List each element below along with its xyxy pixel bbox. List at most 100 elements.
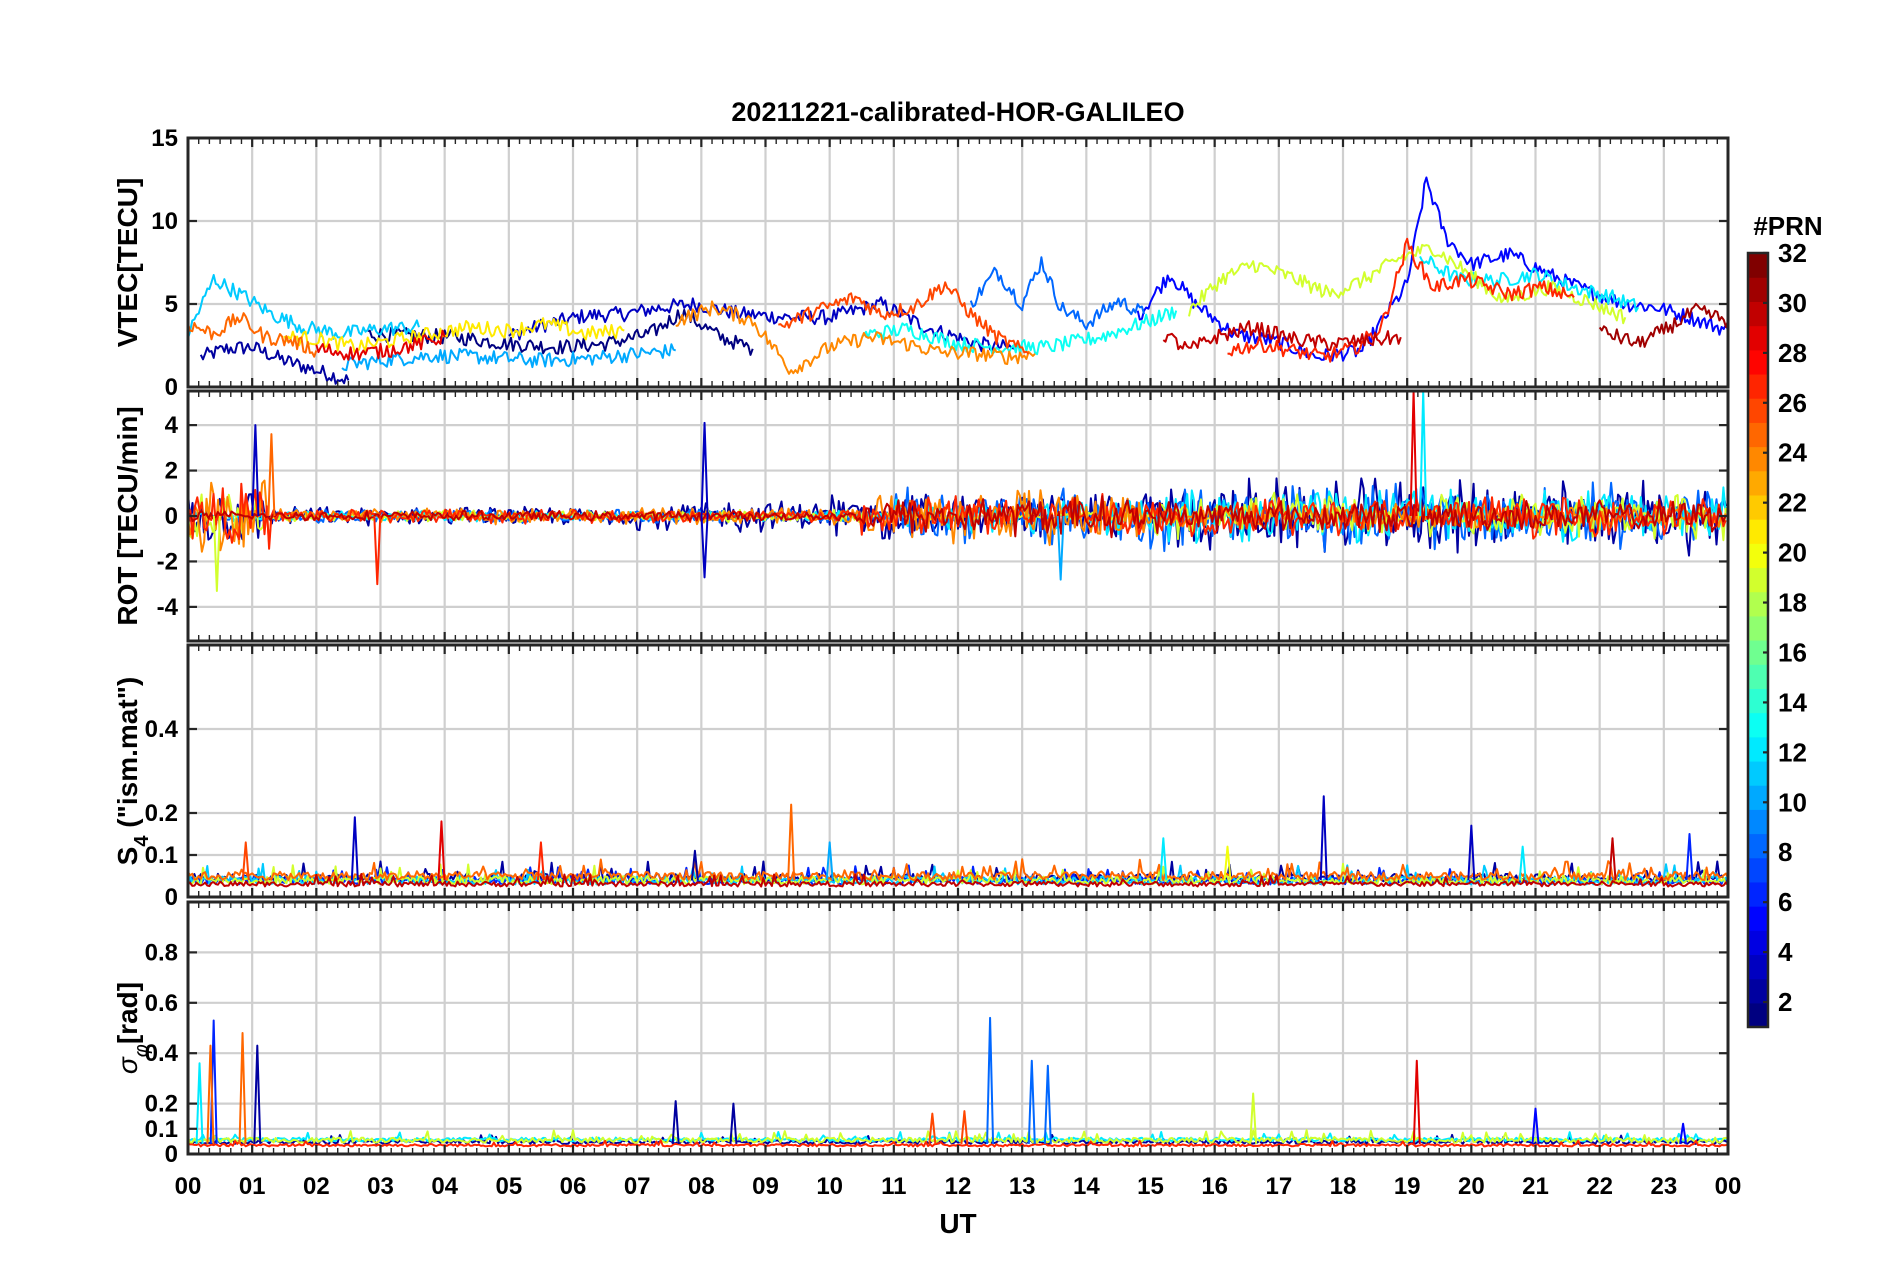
colorbar-segment <box>1748 253 1768 278</box>
s4-spike-prn-12 <box>1518 845 1527 881</box>
chart-title: 20211221-calibrated-HOR-GALILEO <box>731 97 1184 127</box>
sigma_phi-spike-prn-26 <box>960 1110 969 1145</box>
vtec-trace-prn-26 <box>778 281 1030 355</box>
colorbar-segment <box>1748 736 1768 762</box>
rot-trace-prn-27 <box>188 482 1727 550</box>
colorbar-segment <box>1748 785 1768 810</box>
panel-rot: -4 -2 0 2 4 ROT [TECU/min] <box>112 389 1730 643</box>
colorbar-segment <box>1748 640 1768 665</box>
sigma_phi-spike-prn-19 <box>1249 1092 1258 1144</box>
vtec-trace-prn-12 <box>1419 255 1640 313</box>
colorbar-segment <box>1748 954 1768 980</box>
colorbar-tick-label: 28 <box>1778 338 1807 368</box>
sigma_phi-trace-prn-19 <box>188 1129 1728 1144</box>
x-tick-label: 23 <box>1650 1173 1677 1200</box>
y-tick-label: 0.4 <box>145 1040 179 1067</box>
colorbar-tick-label: 4 <box>1778 937 1793 967</box>
vtec-trace-prn-27 <box>1227 237 1575 363</box>
vtec-trace-prn-13 <box>861 306 1178 356</box>
x-tick-label: 12 <box>945 1173 972 1200</box>
x-tick-label: 05 <box>495 1173 522 1200</box>
colorbar-segment <box>1748 398 1768 423</box>
x-tick-label: 14 <box>1073 1173 1100 1200</box>
colorbar-segment <box>1748 543 1768 569</box>
y-tick-label: 0 <box>165 884 178 911</box>
sigma_phi-spike-prn-26 <box>928 1112 937 1145</box>
panel-s4: 0 0.1 0.2 0.4S4 ("ism.mat") <box>112 643 1730 911</box>
s4-spike-prn-3 <box>1467 824 1476 881</box>
x-tick-label: 20 <box>1458 1173 1485 1200</box>
rot-spike-prn-25 <box>267 433 276 517</box>
y-axis-label-rot: ROT [TECU/min] <box>112 406 143 625</box>
colorbar-tick-label: 20 <box>1778 538 1807 568</box>
traces-vtec <box>188 176 1728 385</box>
sigma_phi-spike-prn-5 <box>1531 1107 1540 1145</box>
vtec-trace-prn-31 <box>1598 302 1728 348</box>
y-tick-label: 0.1 <box>145 1116 178 1143</box>
x-tick-label: 15 <box>1137 1173 1164 1200</box>
s4-spike-prn-6 <box>1685 833 1694 881</box>
s4-spike-prn-26 <box>241 841 250 881</box>
x-tick-label: 08 <box>688 1173 715 1200</box>
colorbar-segment <box>1748 519 1768 544</box>
vtec-trace-prn-5 <box>1136 176 1728 362</box>
colorbar-segment <box>1748 494 1768 520</box>
s4-spike-prn-12 <box>1159 837 1168 881</box>
sigma_phi-spike-prn-29 <box>1412 1059 1421 1144</box>
colorbar-segment <box>1748 446 1768 472</box>
vtec-trace-prn-8 <box>969 256 1146 331</box>
colorbar-segment <box>1748 881 1768 907</box>
colorbar-segment <box>1748 688 1768 714</box>
y-tick-label: -4 <box>157 594 179 621</box>
x-tick-label: 17 <box>1265 1173 1292 1200</box>
y-tick-label: 10 <box>151 208 178 235</box>
rot-trace-prn-30 <box>188 495 1727 539</box>
sigma_phi-spike-prn-2 <box>253 1044 262 1144</box>
x-tick-label: 03 <box>367 1173 394 1200</box>
sigma_phi-spike-prn-2 <box>671 1100 680 1144</box>
colorbar-tick-label: 8 <box>1778 837 1792 867</box>
s4-spike-prn-30 <box>1608 837 1617 881</box>
y-axis-label-sigma_phi: σφ[rad] <box>112 982 153 1074</box>
x-tick-label: 00 <box>1715 1173 1742 1200</box>
vtec-trace-prn-24 <box>675 300 1036 375</box>
colorbar-tick-label: 26 <box>1778 388 1807 418</box>
sigma_phi-spike-prn-8 <box>1027 1059 1036 1144</box>
rot-spike-prn-12 <box>1419 391 1428 517</box>
s4-spike-prn-27 <box>536 841 545 881</box>
rot-spike-prn-3 <box>700 515 709 579</box>
x-tick-label: 06 <box>560 1173 587 1200</box>
colorbar-segment <box>1748 857 1768 883</box>
panel-frame <box>186 900 1730 1156</box>
y-tick-label: 0 <box>165 503 178 530</box>
s4-spike-prn-29 <box>437 820 446 881</box>
x-tick-label: 11 <box>881 1173 906 1200</box>
vtec-trace-prn-21 <box>283 317 625 354</box>
y-axis-label-vtec: VTEC[TECU] <box>112 178 143 348</box>
x-tick-label: 18 <box>1330 1173 1357 1200</box>
y-tick-label: 0.2 <box>145 800 178 827</box>
x-tick-label: 10 <box>816 1173 843 1200</box>
colorbar-segment <box>1748 349 1768 375</box>
sigma_phi-spike-prn-2 <box>729 1102 738 1144</box>
rot-spike-prn-10 <box>1056 515 1065 581</box>
y-tick-label: 0.6 <box>145 990 178 1017</box>
s4-spike-prn-25 <box>787 803 796 881</box>
x-tick-label: 09 <box>752 1173 779 1200</box>
x-tick-label: 07 <box>624 1173 651 1200</box>
s4-spike-prn-3 <box>350 816 359 881</box>
traces-s4 <box>188 795 1728 888</box>
sigma_phi-spike-prn-25 <box>206 1044 215 1144</box>
colorbar-tick-label: 30 <box>1778 288 1807 318</box>
x-tick-label: 19 <box>1394 1173 1421 1200</box>
y-tick-label: 0 <box>165 374 178 401</box>
colorbar-segment <box>1748 978 1768 1004</box>
s4-trace-prn-30 <box>188 873 1728 888</box>
colorbar-tick-label: 14 <box>1778 687 1807 717</box>
panel-frame <box>186 136 1730 389</box>
y-tick-label: 0.1 <box>145 842 178 869</box>
colorbar-segment <box>1748 906 1768 931</box>
